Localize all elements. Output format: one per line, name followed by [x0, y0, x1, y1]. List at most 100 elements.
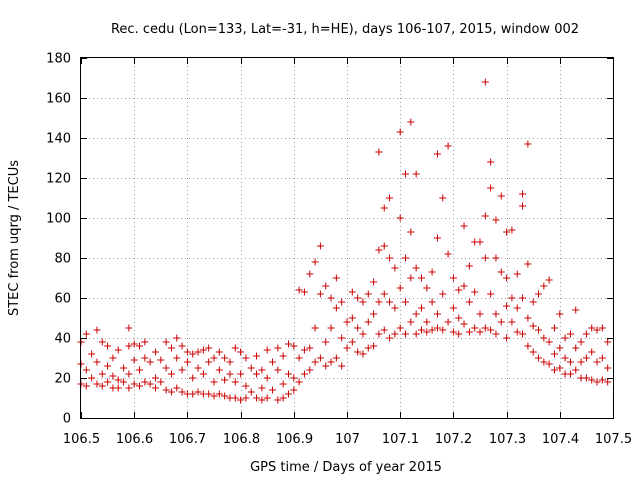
data-point — [263, 394, 271, 402]
data-point — [524, 342, 532, 350]
data-point — [114, 346, 122, 354]
data-point — [519, 294, 527, 302]
data-point — [258, 384, 266, 392]
data-point — [545, 338, 553, 346]
data-point — [380, 204, 388, 212]
data-point — [556, 310, 564, 318]
data-point — [508, 318, 516, 326]
data-point — [556, 344, 564, 352]
data-point — [279, 394, 287, 402]
data-point — [332, 354, 340, 362]
data-point — [407, 318, 415, 326]
x-tick-label: 107.5 — [595, 432, 632, 447]
data-point — [258, 366, 266, 374]
data-point — [242, 382, 250, 390]
data-point — [210, 354, 218, 362]
data-point — [545, 360, 553, 368]
data-point — [396, 284, 404, 292]
data-point — [359, 350, 367, 358]
x-axis-label: GPS time / Days of year 2015 — [250, 460, 442, 475]
chart-title: Rec. cedu (Lon=133, Lat=-31, h=HE), days… — [111, 22, 579, 37]
data-point — [231, 378, 239, 386]
data-point — [508, 294, 516, 302]
data-point — [151, 374, 159, 382]
data-point — [269, 386, 277, 394]
data-point — [189, 374, 197, 382]
data-point — [205, 390, 213, 398]
data-point — [487, 326, 495, 334]
data-point — [455, 286, 463, 294]
data-point — [327, 324, 335, 332]
y-tick-label: 0 — [63, 412, 71, 427]
data-point — [189, 350, 197, 358]
data-point — [327, 358, 335, 366]
data-point — [449, 304, 457, 312]
data-point — [93, 326, 101, 334]
y-tick-label: 60 — [54, 292, 71, 307]
data-point — [588, 376, 596, 384]
data-point — [93, 380, 101, 388]
data-point — [476, 310, 484, 318]
data-point — [194, 388, 202, 396]
data-point — [322, 338, 330, 346]
data-point — [98, 370, 106, 378]
data-point — [460, 282, 468, 290]
data-point — [588, 324, 596, 332]
data-point — [104, 342, 112, 350]
data-point — [231, 394, 239, 402]
data-point — [604, 364, 612, 372]
data-point — [550, 350, 558, 358]
data-point — [598, 354, 606, 362]
data-point — [561, 354, 569, 362]
x-tick-label: 106.6 — [116, 432, 153, 447]
data-point — [274, 396, 282, 404]
data-point — [370, 310, 378, 318]
data-point — [183, 358, 191, 366]
data-point — [167, 370, 175, 378]
data-point — [524, 260, 532, 268]
data-point — [215, 390, 223, 398]
data-point — [386, 194, 394, 202]
data-point — [125, 384, 133, 392]
data-point — [125, 342, 133, 350]
data-point — [226, 370, 234, 378]
data-point — [391, 330, 399, 338]
data-point — [205, 344, 213, 352]
data-point — [439, 194, 447, 202]
data-point — [444, 142, 452, 150]
data-point — [550, 366, 558, 374]
data-point — [173, 354, 181, 362]
data-point — [593, 358, 601, 366]
data-point — [529, 348, 537, 356]
data-point — [178, 388, 186, 396]
data-point — [114, 376, 122, 384]
data-point — [316, 290, 324, 298]
data-point — [481, 78, 489, 86]
data-point — [476, 328, 484, 336]
data-point — [492, 310, 500, 318]
data-point — [402, 330, 410, 338]
data-point — [572, 366, 580, 374]
data-point — [178, 342, 186, 350]
data-point — [566, 330, 574, 338]
data-point — [513, 304, 521, 312]
data-point — [577, 338, 585, 346]
data-point — [439, 326, 447, 334]
data-point — [423, 318, 431, 326]
data-point — [444, 250, 452, 258]
data-point — [221, 376, 229, 384]
data-point — [540, 334, 548, 342]
data-point — [167, 344, 175, 352]
data-point — [412, 330, 420, 338]
x-tick-label: 107.2 — [435, 432, 472, 447]
data-point — [348, 314, 356, 322]
data-point — [471, 288, 479, 296]
data-point — [359, 298, 367, 306]
data-point — [167, 388, 175, 396]
x-tick-label: 107.3 — [489, 432, 526, 447]
data-point — [364, 318, 372, 326]
data-point — [269, 358, 277, 366]
data-point — [593, 378, 601, 386]
data-point — [82, 330, 90, 338]
data-point — [237, 348, 245, 356]
